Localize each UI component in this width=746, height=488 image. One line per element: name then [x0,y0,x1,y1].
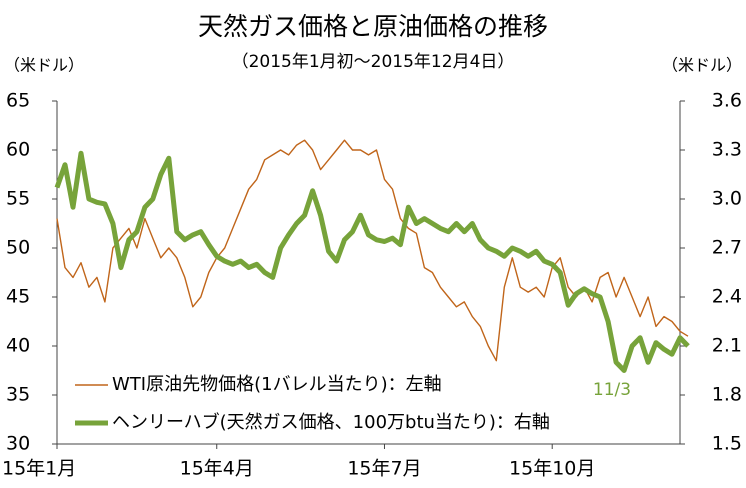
y-tick-label: 60 [6,139,30,161]
legend-label: ヘンリーハブ(天然ガス価格、100万btu当たり)：右軸 [112,411,550,433]
y2-tick-label: 3.0 [712,188,742,210]
legend-label: WTI原油先物価格(1バレル当たり)：左軸 [112,374,442,395]
x-tick-label: 15年7月 [347,458,421,480]
y-tick-label: 40 [6,335,30,357]
y-tick-label: 55 [6,188,30,210]
y-tick-label: 45 [6,286,30,308]
series-line [56,139,689,362]
annotation: 11/3 [593,380,631,400]
y2-tick-label: 2.4 [712,286,742,308]
x-tick-label: 15年1月 [2,458,76,480]
y2-tick-label: 2.1 [712,335,742,357]
y-tick-label: 50 [6,237,30,259]
y2-tick-label: 1.5 [712,433,742,455]
y-tick-label: 65 [6,90,30,112]
y2-tick-label: 3.6 [712,90,742,112]
chart-title: 天然ガス価格と原油価格の推移 [198,12,548,41]
x-tick-label: 15年4月 [180,458,254,480]
y2-tick-label: 1.8 [712,384,742,406]
chart-subtitle: （2015年1月初～2015年12月4日） [232,52,515,72]
y-tick-label: 35 [6,384,30,406]
y-axis-label: （米ドル） [4,56,84,75]
x-tick-label: 15年10月 [509,458,595,480]
y2-tick-label: 2.7 [712,237,742,259]
y-tick-label: 30 [6,433,30,455]
y2-tick-label: 3.3 [712,139,742,161]
series-line [54,150,690,373]
y2-axis-label: （米ドル） [662,56,742,75]
